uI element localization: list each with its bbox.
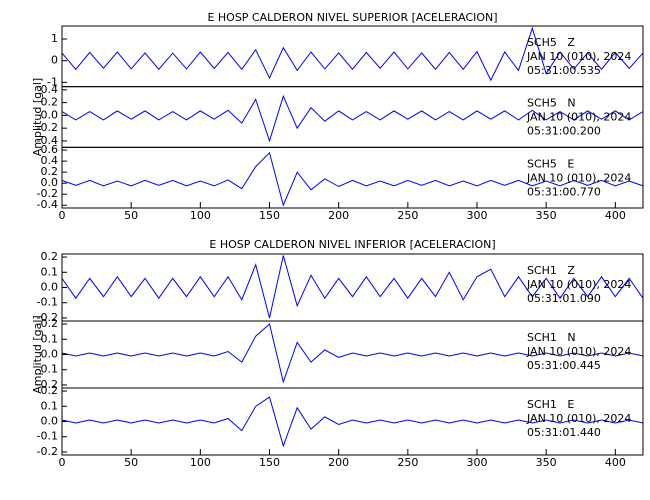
- time-label: 05:31:00.445: [527, 359, 601, 372]
- x-tick-label: 400: [605, 209, 626, 222]
- y-tick-label: 0.2: [41, 384, 59, 397]
- time-label: 05:31:00.770: [527, 185, 601, 198]
- waveform: [61, 26, 644, 82]
- x-tick-label: 350: [536, 209, 557, 222]
- y-tick-label: 0: [51, 54, 58, 67]
- station-label: SCH1 N: [527, 331, 576, 344]
- waveform: [61, 255, 644, 319]
- x-tick-label: 200: [328, 209, 349, 222]
- y-tick-label: -0.4: [37, 134, 58, 147]
- date-label: JAN 10 (010), 2024: [526, 278, 631, 291]
- x-tick-label: 250: [397, 209, 418, 222]
- y-tick-label: -0.2: [37, 445, 58, 458]
- x-tick-label: 100: [190, 209, 211, 222]
- y-tick-label: 0.0: [41, 108, 59, 121]
- date-label: JAN 10 (010), 2024: [526, 345, 631, 358]
- date-label: JAN 10 (010), 2024: [526, 50, 631, 63]
- y-axis-label: Amplitud [gal]: [31, 78, 44, 156]
- station-label: SCH5 N: [527, 97, 576, 110]
- chart-title: E HOSP CALDERON NIVEL INFERIOR [ACELERAC…: [209, 238, 495, 251]
- y-tick-label: 0.4: [41, 83, 59, 96]
- station-label: SCH5 E: [527, 157, 574, 170]
- y-tick-label: 0.4: [41, 154, 59, 167]
- waveform: [61, 396, 644, 448]
- y-tick-label: -0.4: [37, 198, 58, 211]
- x-tick-label: 200: [328, 456, 349, 469]
- y-tick-label: 0.0: [41, 176, 59, 189]
- y-tick-label: 0.2: [41, 317, 59, 330]
- date-label: JAN 10 (010), 2024: [526, 412, 631, 425]
- waveform: [61, 151, 644, 207]
- y-tick-label: -0.2: [37, 378, 58, 391]
- x-tick-label: 350: [536, 456, 557, 469]
- y-tick-label: 0.0: [41, 415, 59, 428]
- y-tick-label: -0.1: [37, 296, 58, 309]
- y-tick-label: 0.2: [41, 96, 59, 109]
- time-label: 05:31:01.440: [527, 426, 601, 439]
- station-label: SCH1 Z: [527, 264, 575, 277]
- station-label: SCH5 Z: [527, 36, 575, 49]
- y-tick-label: 0.6: [41, 143, 59, 156]
- x-tick-label: 100: [190, 456, 211, 469]
- y-tick-label: 0.1: [41, 265, 59, 278]
- x-tick-label: 0: [59, 456, 66, 469]
- y-tick-label: -0.2: [37, 311, 58, 324]
- y-tick-label: 0.1: [41, 332, 59, 345]
- y-tick-label: 0.1: [41, 399, 59, 412]
- x-tick-label: 250: [397, 456, 418, 469]
- waveform: [61, 94, 644, 143]
- x-tick-label: 300: [467, 456, 488, 469]
- x-tick-label: 300: [467, 209, 488, 222]
- y-tick-label: -0.1: [37, 363, 58, 376]
- y-tick-label: 0.2: [41, 250, 59, 263]
- time-label: 05:31:01.090: [527, 292, 601, 305]
- time-label: 05:31:00.535: [527, 64, 601, 77]
- y-tick-label: -0.2: [37, 121, 58, 134]
- y-tick-label: 1: [51, 32, 58, 45]
- x-tick-label: 150: [259, 209, 280, 222]
- x-tick-label: 50: [124, 456, 138, 469]
- date-label: JAN 10 (010), 2024: [526, 111, 631, 124]
- y-tick-label: 0.0: [41, 281, 59, 294]
- x-tick-label: 150: [259, 456, 280, 469]
- y-axis-label: Amplitud [gal]: [31, 315, 44, 393]
- y-tick-label: 0.2: [41, 165, 59, 178]
- chart-title: E HOSP CALDERON NIVEL SUPERIOR [ACELERAC…: [207, 11, 497, 24]
- y-tick-label: -0.2: [37, 187, 58, 200]
- waveform: [61, 323, 644, 384]
- y-tick-label: -0.1: [37, 430, 58, 443]
- x-tick-label: 400: [605, 456, 626, 469]
- y-tick-label: 0.0: [41, 348, 59, 361]
- panel-frame: [61, 146, 644, 209]
- x-tick-label: 0: [59, 209, 66, 222]
- time-label: 05:31:00.200: [527, 125, 601, 138]
- date-label: JAN 10 (010), 2024: [526, 171, 631, 184]
- y-tick-label: -1: [47, 75, 58, 88]
- x-tick-label: 50: [124, 209, 138, 222]
- station-label: SCH1 E: [527, 398, 574, 411]
